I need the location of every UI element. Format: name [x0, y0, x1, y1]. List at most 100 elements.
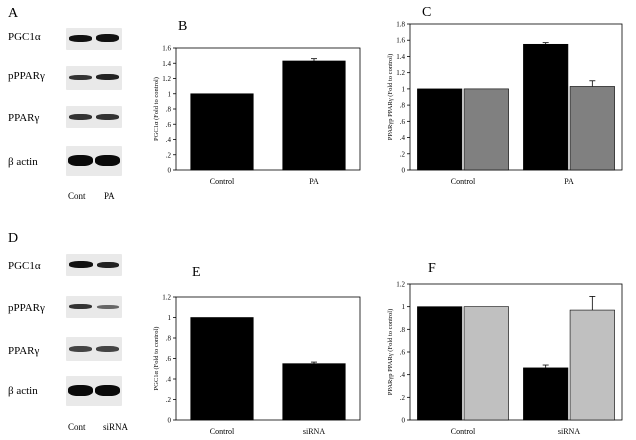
lane-label-sirna: siRNA	[103, 422, 129, 432]
y-tick-label: 1.6	[396, 37, 405, 45]
y-tick-label: .2	[400, 394, 406, 402]
blot-label-beta-actin: β actin	[8, 385, 38, 397]
y-tick-label: .6	[166, 355, 172, 363]
panel-letter-d: D	[8, 231, 19, 246]
band	[96, 74, 119, 80]
band	[95, 385, 120, 396]
y-tick-label: .2	[400, 150, 406, 158]
bar	[190, 93, 254, 171]
y-axis-label: PGC1α (Fold to control)	[153, 327, 160, 391]
y-tick-label: 1.2	[396, 281, 405, 289]
y-axis-label: PGC1α (Fold to control)	[153, 77, 160, 141]
band	[68, 155, 93, 166]
x-tick-label: PA	[564, 177, 574, 186]
blot-label-beta-actin: β actin	[8, 156, 38, 168]
blot-pgc1a	[66, 254, 122, 276]
blot-label-ppparg: pPPARγ	[8, 302, 45, 314]
y-tick-label: .8	[166, 106, 172, 114]
bar	[417, 88, 463, 171]
y-tick-label: 1.8	[396, 21, 405, 29]
y-tick-label: .4	[166, 376, 172, 384]
blot-label-pgc1a: PGC1α	[8, 260, 41, 272]
y-tick-label: 1.4	[162, 60, 171, 68]
y-tick-label: 1	[402, 303, 406, 311]
band	[96, 114, 119, 120]
y-tick-label: 1.2	[396, 69, 405, 77]
blot-label-pparg: PPARγ	[8, 112, 40, 124]
panel-letter: C	[422, 5, 431, 20]
band	[69, 261, 93, 268]
band	[96, 346, 119, 352]
y-tick-label: 1	[168, 90, 172, 98]
y-tick-label: .4	[400, 371, 406, 379]
band	[95, 155, 120, 166]
y-tick-label: .4	[400, 134, 406, 142]
y-tick-label: 1.6	[162, 45, 171, 53]
x-tick-label: siRNA	[303, 427, 325, 436]
y-tick-label: 0	[402, 167, 406, 175]
x-tick-label: Control	[451, 427, 476, 436]
band	[69, 304, 92, 309]
y-axis-label: PPARγp PPARγ (Fold to control)	[387, 54, 394, 141]
bar	[463, 88, 509, 171]
bar	[569, 309, 615, 421]
blot-beta-actin	[66, 376, 122, 406]
y-tick-label: .6	[400, 349, 406, 357]
blot-ppparg	[66, 66, 122, 90]
panel-letter: B	[178, 19, 187, 34]
y-tick-label: .4	[166, 136, 172, 144]
blot-ppparg	[66, 296, 122, 318]
blot-pgc1a	[66, 28, 122, 50]
panel-letter: F	[428, 261, 436, 276]
band	[69, 346, 92, 352]
x-tick-label: Control	[451, 177, 476, 186]
bar	[523, 367, 569, 421]
blot-beta-actin	[66, 146, 122, 176]
band	[69, 35, 92, 42]
y-tick-label: .6	[166, 121, 172, 129]
y-tick-label: 1.4	[396, 53, 405, 61]
lane-label-cont: Cont	[68, 422, 86, 432]
y-tick-label: 0	[402, 417, 406, 425]
panel-letter-a: A	[8, 6, 19, 21]
bar	[523, 43, 569, 171]
x-tick-label: Control	[210, 177, 235, 186]
x-tick-label: siRNA	[558, 427, 580, 436]
bar	[190, 317, 254, 421]
y-axis-label: PPARγp PPARγ (Fold to control)	[387, 309, 394, 396]
bar	[569, 86, 615, 171]
blot-label-pgc1a: PGC1α	[8, 31, 41, 43]
blot-label-pparg: PPARγ	[8, 345, 40, 357]
band	[69, 75, 92, 80]
y-tick-label: 1	[168, 314, 172, 322]
lane-label-pa: PA	[104, 191, 115, 201]
y-tick-label: 0	[168, 417, 172, 425]
band	[97, 262, 119, 268]
x-tick-label: Control	[210, 427, 235, 436]
blot-pparg	[66, 106, 122, 128]
plot-frame	[409, 23, 623, 171]
panel-letter: E	[192, 265, 201, 280]
band	[96, 34, 119, 42]
y-tick-label: 0	[168, 167, 172, 175]
band	[68, 385, 93, 396]
y-tick-label: .8	[400, 326, 406, 334]
lane-label-cont: Cont	[68, 191, 86, 201]
bar	[463, 306, 509, 421]
blot-label-ppparg: pPPARγ	[8, 70, 45, 82]
y-tick-label: .8	[166, 335, 172, 343]
blot-pparg	[66, 337, 122, 361]
bar	[282, 363, 346, 421]
bar	[417, 306, 463, 421]
y-tick-label: 1.2	[162, 294, 171, 302]
band	[97, 305, 119, 309]
y-tick-label: 1.2	[162, 75, 171, 83]
y-tick-label: .2	[166, 151, 172, 159]
y-tick-label: 1	[402, 85, 406, 93]
y-tick-label: .8	[400, 102, 406, 110]
band	[69, 114, 92, 120]
bar	[282, 60, 346, 171]
